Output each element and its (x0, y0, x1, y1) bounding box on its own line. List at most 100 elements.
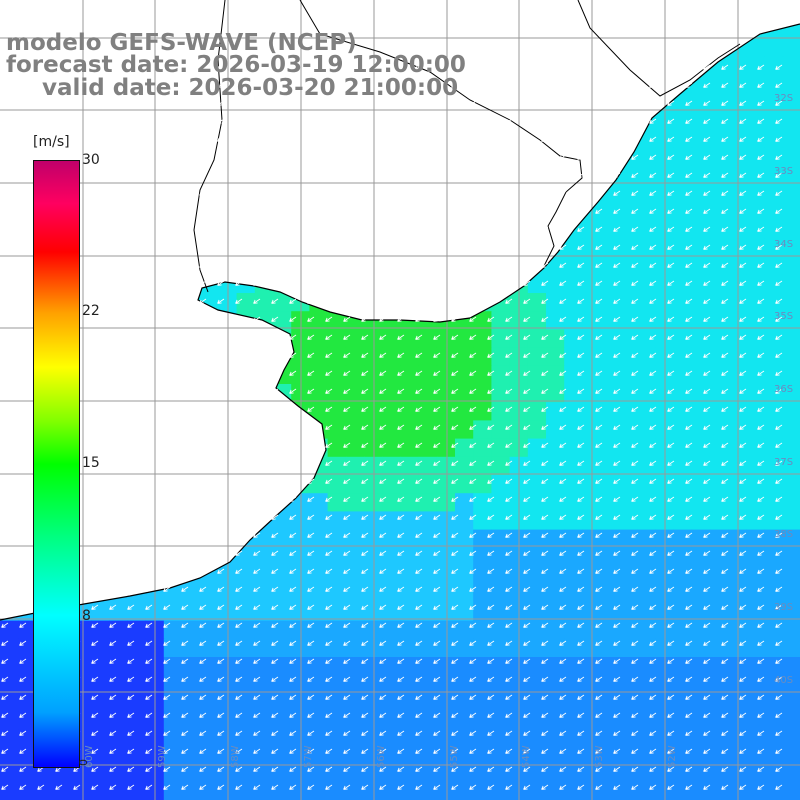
wind-arrow (145, 100, 153, 106)
wind-cell (564, 274, 583, 294)
wind-cell (637, 547, 656, 567)
wind-cell (455, 784, 474, 800)
wind-arrow (559, 550, 567, 556)
wind-cell (382, 620, 401, 640)
wind-cell (455, 566, 474, 585)
wind-cell (546, 511, 565, 531)
wind-cell (546, 274, 565, 294)
wind-arrow (433, 226, 441, 232)
wind-arrow (325, 352, 333, 358)
wind-cell (91, 675, 110, 694)
wind-cell (782, 620, 800, 640)
wind-arrow (217, 676, 225, 682)
wind-cell (364, 711, 383, 731)
wind-arrow (289, 694, 297, 700)
wind-cell (782, 220, 800, 239)
wind-cell (782, 329, 800, 349)
wind-arrow (91, 568, 99, 574)
wind-arrow (145, 604, 153, 610)
wind-arrow (505, 334, 513, 340)
wind-arrow (307, 604, 315, 610)
wind-arrow (685, 640, 693, 646)
wind-cell (782, 547, 800, 567)
wind-arrow (307, 496, 315, 502)
wind-arrow (559, 64, 567, 70)
wind-arrow (649, 748, 657, 754)
wind-arrow (109, 478, 117, 484)
wind-cell (691, 657, 711, 676)
wind-arrow (325, 334, 333, 340)
wind-arrow (505, 244, 513, 250)
wind-arrow (217, 694, 225, 700)
wind-arrow (487, 82, 495, 88)
wind-cell (273, 620, 292, 640)
wind-arrow (289, 442, 297, 448)
wind-arrow (505, 712, 513, 718)
wind-arrow (631, 478, 639, 484)
wind-arrow (145, 694, 153, 700)
wind-arrow (433, 586, 441, 592)
wind-cell (782, 256, 800, 276)
wind-cell (182, 729, 201, 749)
wind-arrow (181, 532, 189, 538)
wind-arrow (91, 478, 99, 484)
wind-arrow (19, 586, 27, 592)
wind-arrow (757, 748, 765, 754)
wind-arrow (379, 100, 387, 106)
wind-cell (600, 711, 620, 731)
wind-cell (236, 620, 256, 640)
wind-arrow (487, 100, 495, 106)
wind-arrow (505, 730, 513, 736)
wind-arrow (109, 262, 117, 268)
wind-cell (200, 693, 219, 713)
wind-arrow (217, 424, 225, 430)
wind-arrow (415, 280, 423, 286)
wind-cell (618, 693, 638, 713)
wind-cell (709, 566, 729, 585)
wind-arrow (721, 136, 729, 142)
wind-arrow (1, 64, 9, 70)
wind-cell (546, 365, 565, 385)
wind-cell (436, 420, 456, 440)
wind-arrow (505, 406, 513, 412)
wind-arrow (361, 604, 369, 610)
wind-arrow (739, 460, 747, 466)
wind-arrow (523, 532, 531, 538)
wind-cell (436, 584, 456, 603)
wind-arrow (649, 298, 657, 304)
wind-cell (200, 602, 219, 622)
wind-cell (345, 365, 365, 385)
wind-arrow (469, 586, 477, 592)
wind-arrow (703, 190, 711, 196)
wind-cell (455, 365, 474, 385)
wind-cell (491, 384, 511, 403)
wind-arrow (199, 550, 207, 556)
wind-arrow (127, 370, 135, 376)
wind-arrow (451, 424, 459, 430)
wind-arrow (361, 622, 369, 628)
wind-arrow (433, 154, 441, 160)
wind-cell (746, 347, 765, 367)
wind-arrow (613, 514, 621, 520)
wind-arrow (181, 334, 189, 340)
wind-arrow (145, 514, 153, 520)
wind-cell (564, 766, 583, 785)
wind-arrow (757, 370, 765, 376)
wind-arrow (577, 244, 585, 250)
wind-arrow (361, 784, 369, 790)
wind-cell (709, 547, 729, 567)
wind-cell (0, 675, 19, 694)
wind-arrow (217, 226, 225, 232)
wind-arrow (1, 442, 9, 448)
wind-arrow (199, 442, 207, 448)
wind-cell (400, 584, 420, 603)
wind-arrow (469, 226, 477, 232)
wind-cell (127, 711, 147, 731)
wind-cell (455, 384, 474, 403)
wind-arrow (703, 784, 711, 790)
wind-arrow (505, 172, 513, 178)
wind-arrow (559, 262, 567, 268)
wind-arrow (757, 388, 765, 394)
wind-cell (18, 693, 37, 713)
wind-cell (764, 220, 784, 239)
